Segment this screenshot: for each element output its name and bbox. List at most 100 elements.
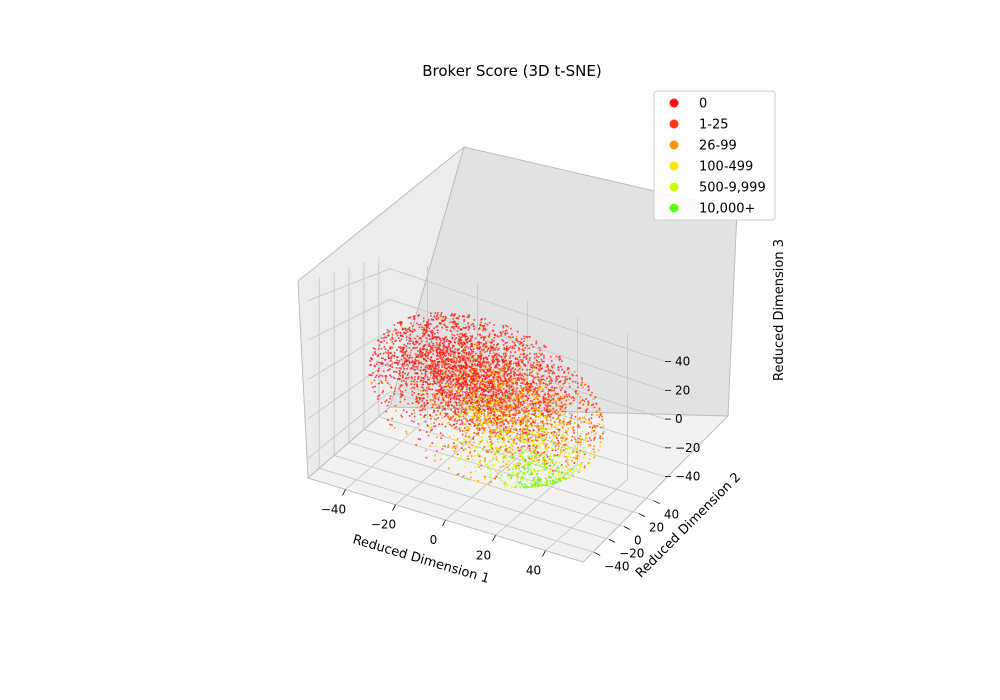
data-point [524, 416, 526, 419]
data-point [464, 391, 466, 394]
data-point [407, 372, 410, 375]
data-point [431, 428, 434, 431]
data-point [411, 393, 414, 396]
data-point [408, 346, 411, 349]
data-point [533, 424, 536, 427]
data-point [452, 418, 455, 421]
data-point [463, 320, 466, 323]
data-point [430, 415, 433, 418]
data-point [540, 358, 543, 361]
data-point [436, 348, 439, 351]
data-point [566, 423, 568, 426]
data-point [530, 389, 533, 392]
data-point [514, 436, 517, 439]
data-point [491, 346, 494, 349]
data-point [562, 403, 565, 406]
data-point [379, 374, 382, 377]
data-point [507, 380, 509, 383]
data-point [454, 375, 457, 378]
data-point [581, 377, 584, 380]
data-point [536, 450, 539, 453]
data-point [463, 318, 466, 321]
data-point [516, 339, 519, 342]
data-point [448, 386, 451, 389]
data-point [541, 469, 543, 472]
data-point [545, 477, 548, 480]
data-point [444, 352, 447, 355]
data-point [384, 351, 387, 354]
data-point [506, 385, 509, 388]
data-point [520, 466, 523, 469]
data-point [564, 403, 567, 406]
data-point [432, 403, 435, 406]
data-point [419, 369, 422, 372]
data-point [441, 409, 444, 412]
data-point [456, 453, 459, 456]
data-point [413, 317, 416, 319]
data-point [473, 449, 476, 452]
data-point [462, 376, 465, 379]
data-point [545, 431, 548, 434]
data-point [459, 457, 462, 460]
data-point [564, 381, 566, 384]
data-point [492, 379, 495, 382]
data-point [465, 351, 468, 354]
data-point [387, 357, 390, 360]
data-point [507, 347, 510, 350]
data-point [573, 470, 576, 473]
data-point [472, 325, 475, 327]
data-point [490, 395, 493, 397]
data-point [580, 399, 583, 402]
data-point [602, 426, 605, 429]
data-point [394, 370, 397, 373]
data-point [549, 452, 552, 455]
data-point [528, 447, 531, 450]
data-point [452, 357, 455, 360]
data-point [598, 416, 601, 418]
data-point [426, 340, 428, 343]
data-point [493, 336, 496, 339]
data-point [544, 450, 547, 452]
data-point [469, 340, 472, 343]
data-point [533, 388, 535, 391]
data-point [500, 476, 503, 479]
data-point [561, 421, 564, 424]
data-point [502, 387, 505, 390]
data-point [550, 369, 553, 372]
data-point [553, 389, 556, 392]
data-point [459, 328, 462, 331]
data-point [382, 370, 385, 373]
data-point [601, 418, 604, 421]
data-point [552, 426, 555, 428]
data-point [456, 329, 459, 332]
data-point [519, 428, 522, 431]
data-point [437, 367, 440, 370]
data-point [445, 317, 448, 319]
data-point [463, 364, 466, 367]
data-point [508, 372, 511, 375]
data-point [544, 461, 547, 464]
data-point [432, 353, 435, 355]
data-point [473, 415, 476, 418]
data-point [557, 414, 560, 417]
data-point [502, 460, 505, 463]
data-point [514, 393, 517, 395]
data-point [406, 355, 409, 358]
data-point [510, 419, 513, 421]
data-point [427, 355, 430, 358]
data-point [460, 364, 463, 367]
data-point [585, 420, 588, 423]
grid-line-x-3 [495, 317, 578, 536]
data-point [497, 434, 500, 437]
data-point [485, 394, 487, 396]
data-point [502, 324, 505, 327]
data-point [469, 407, 472, 410]
data-point [460, 419, 463, 422]
data-point [510, 447, 513, 450]
data-point [588, 436, 591, 439]
data-point [434, 365, 437, 368]
data-point [484, 421, 487, 423]
data-point [543, 455, 546, 458]
data-point [487, 361, 490, 363]
data-point [481, 368, 484, 371]
